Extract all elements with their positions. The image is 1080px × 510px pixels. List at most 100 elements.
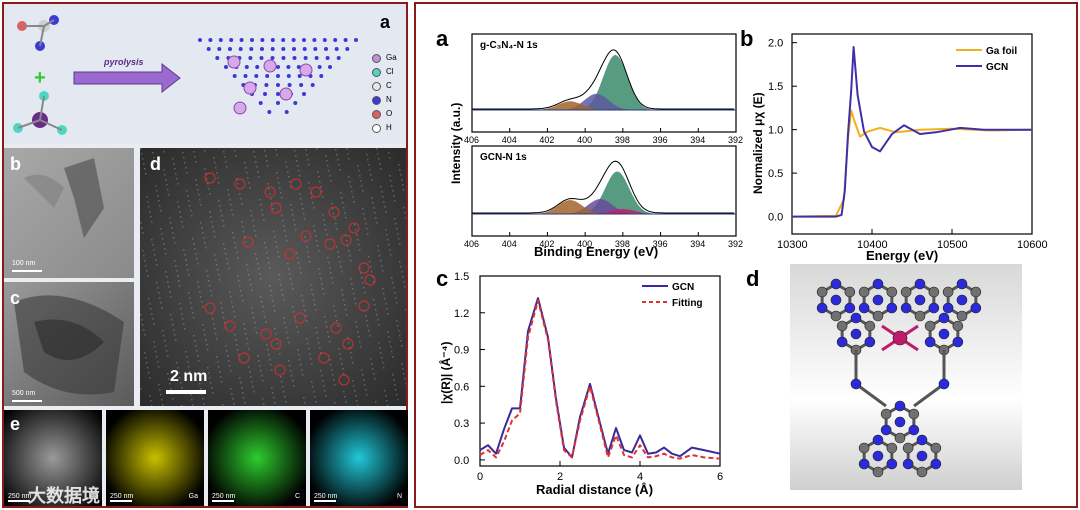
lattice-dot [145, 173, 147, 175]
lattice-dot [352, 288, 354, 290]
lattice-dot [263, 311, 265, 313]
nitrogen-node [287, 83, 292, 87]
nitrogen-node [328, 65, 332, 69]
lattice-dot [262, 380, 264, 382]
lattice-dot [286, 240, 288, 242]
lattice-dot [298, 354, 300, 356]
lattice-dot [141, 319, 143, 321]
lattice-dot [214, 236, 216, 238]
lattice-dot [198, 360, 200, 362]
lattice-dot [146, 362, 148, 364]
carbon-atom [886, 442, 898, 454]
lattice-dot [351, 283, 353, 285]
lattice-dot [383, 293, 385, 295]
lattice-dot [370, 174, 372, 176]
lattice-dot [339, 261, 341, 263]
panel-c-label: c [10, 288, 21, 308]
lattice-dot [274, 402, 276, 404]
lattice-dot [151, 221, 153, 223]
lattice-dot [149, 395, 151, 397]
lattice-dot [240, 198, 242, 200]
lattice-dot [234, 150, 236, 152]
lattice-dot [170, 314, 172, 316]
lattice-dot [311, 197, 313, 199]
nitrogen-node [238, 47, 243, 51]
nitrogen-atom [864, 336, 876, 348]
lattice-dot [271, 369, 273, 371]
nitrogen-atom [942, 302, 954, 314]
lattice-dot [210, 382, 212, 384]
lattice-dot [392, 356, 394, 358]
lattice-dot [305, 149, 307, 151]
lattice-dot [165, 345, 167, 347]
lattice-dot [178, 372, 180, 374]
lattice-dot [221, 215, 223, 217]
nitrogen-node [333, 38, 338, 42]
lattice-dot [243, 323, 245, 325]
single-atom-marker [224, 320, 236, 332]
lattice-dot [310, 284, 312, 286]
lattice-dot [305, 241, 307, 243]
arrow-label: pyrolysis [104, 57, 144, 67]
legend-swatch-ga [372, 54, 381, 63]
lattice-dot [389, 157, 391, 159]
nitrogen-atom [850, 378, 862, 390]
lattice-dot [405, 309, 406, 311]
lattice-dot [183, 323, 185, 325]
lattice-dot [366, 320, 368, 322]
lattice-dot [347, 245, 349, 247]
nitrogen-atom [938, 312, 950, 324]
lattice-dot [222, 220, 224, 222]
lattice-dot [171, 319, 173, 321]
lattice-dot [401, 179, 403, 181]
lattice-dot [370, 358, 372, 360]
lattice-dot [308, 348, 310, 350]
lattice-dot [255, 161, 257, 163]
lattice-dot [344, 304, 346, 306]
nitrogen-node [276, 101, 280, 105]
lattice-dot [188, 200, 190, 202]
lattice-dot [404, 212, 406, 214]
lattice-dot [315, 401, 317, 403]
lattice-dot [392, 190, 394, 192]
lattice-dot [362, 208, 364, 210]
nitrogen-node [270, 56, 275, 60]
nitrogen-atom [956, 294, 968, 306]
lattice-dot [320, 186, 322, 188]
lattice-dot [232, 306, 234, 308]
nitrogen-atom [938, 328, 950, 340]
lattice-dot [371, 179, 373, 181]
lattice-dot [251, 289, 253, 291]
lattice-dot [378, 342, 380, 344]
lattice-dot [269, 285, 271, 287]
lattice-dot [185, 167, 187, 169]
lattice-dot [154, 162, 156, 164]
y-tick-label: 2.0 [768, 38, 783, 50]
y-tick-label: 1.0 [768, 125, 783, 137]
lattice-dot [166, 184, 168, 186]
lattice-dot [337, 159, 339, 161]
lattice-dot [174, 168, 176, 170]
lattice-dot [399, 243, 401, 245]
single-atom-marker [238, 352, 250, 364]
lattice-dot [222, 312, 224, 314]
lattice-dot [225, 161, 227, 163]
lattice-dot [168, 378, 170, 380]
lattice-dot [166, 276, 168, 278]
lattice-dot [366, 154, 368, 156]
lattice-dot [291, 375, 293, 377]
lattice-dot [304, 402, 306, 404]
lattice-dot [349, 255, 351, 257]
lattice-dot [332, 282, 334, 284]
scale-label-d: 2 nm [170, 368, 208, 385]
lattice-dot [306, 320, 308, 322]
lattice-dot [184, 162, 186, 164]
lattice-dot [319, 347, 321, 349]
lattice-dot [195, 345, 197, 347]
lattice-dot [297, 331, 299, 333]
lattice-dot [270, 290, 272, 292]
lattice-dot [320, 278, 322, 280]
lattice-dot [346, 314, 348, 316]
carbon-atom [886, 286, 898, 298]
lattice-dot [311, 289, 313, 291]
